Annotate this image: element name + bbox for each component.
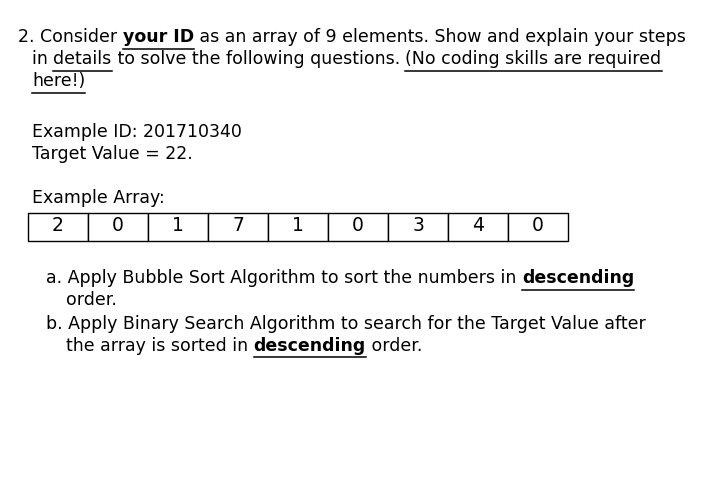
Text: Example Array:: Example Array: — [32, 188, 164, 206]
Text: b. Apply Binary Search Algorithm to search for the Target Value after: b. Apply Binary Search Algorithm to sear… — [46, 314, 646, 332]
Text: 4: 4 — [472, 216, 484, 236]
Text: in: in — [32, 50, 54, 68]
Text: as an array of 9 elements. Show and explain your steps: as an array of 9 elements. Show and expl… — [194, 28, 686, 46]
Text: 0: 0 — [352, 216, 364, 236]
Text: to solve the following questions.: to solve the following questions. — [112, 50, 405, 68]
Text: 3: 3 — [412, 216, 424, 236]
Text: a. Apply Bubble Sort Algorithm to sort the numbers in: a. Apply Bubble Sort Algorithm to sort t… — [46, 270, 522, 287]
Text: order.: order. — [366, 336, 423, 354]
Text: (No coding skills are required: (No coding skills are required — [405, 50, 661, 68]
Text: 0: 0 — [532, 216, 544, 236]
Text: Example ID: 201710340: Example ID: 201710340 — [32, 122, 242, 140]
Text: 7: 7 — [232, 216, 244, 236]
Text: 2. Consider: 2. Consider — [18, 28, 123, 46]
Text: here!): here!) — [32, 72, 85, 90]
Text: order.: order. — [66, 292, 117, 310]
Text: 2: 2 — [52, 216, 64, 236]
Text: the array is sorted in: the array is sorted in — [66, 336, 254, 354]
Text: 1: 1 — [292, 216, 304, 236]
Text: 1: 1 — [172, 216, 184, 236]
Text: your ID: your ID — [123, 28, 194, 46]
Text: descending: descending — [522, 270, 634, 287]
Text: Target Value = 22.: Target Value = 22. — [32, 144, 193, 162]
Text: details: details — [54, 50, 112, 68]
Text: 0: 0 — [112, 216, 124, 236]
Text: descending: descending — [254, 336, 366, 354]
